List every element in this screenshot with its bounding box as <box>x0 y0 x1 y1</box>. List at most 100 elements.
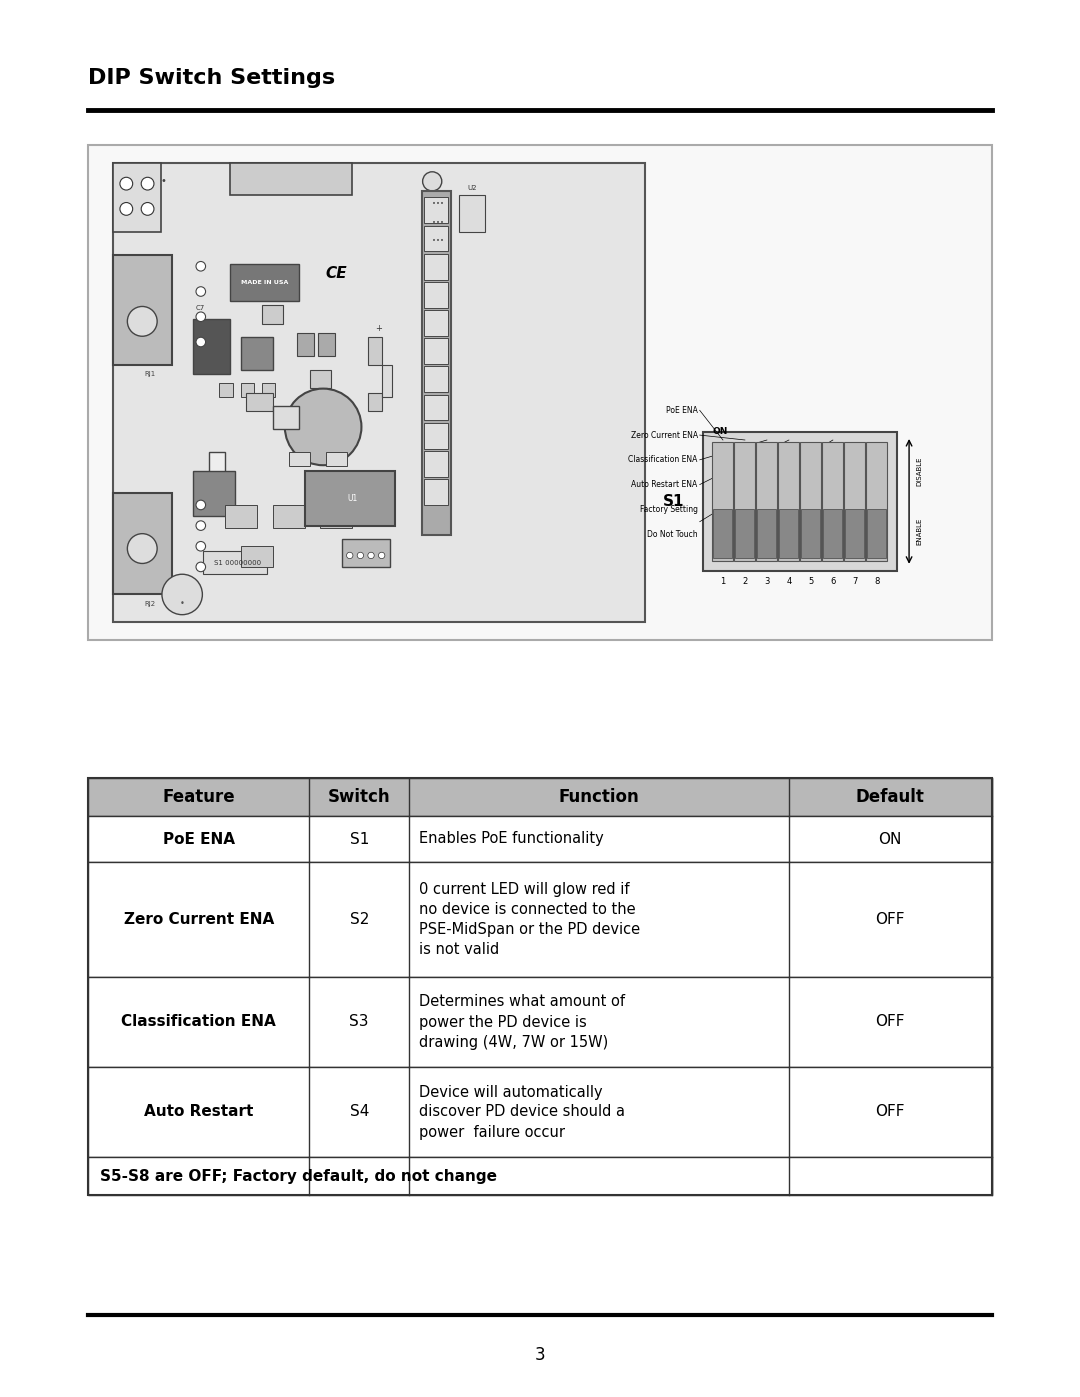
Circle shape <box>120 203 133 215</box>
Text: U1: U1 <box>348 493 357 503</box>
Circle shape <box>195 261 205 271</box>
Bar <box>203 550 267 574</box>
Bar <box>262 306 283 324</box>
Bar <box>368 338 381 365</box>
Circle shape <box>195 312 205 321</box>
Circle shape <box>195 542 205 550</box>
Circle shape <box>127 306 158 337</box>
Bar <box>87 1157 993 1194</box>
Bar <box>272 407 299 429</box>
Bar <box>713 441 733 560</box>
Text: S4: S4 <box>350 1105 369 1119</box>
Text: 6: 6 <box>831 577 836 585</box>
Text: no device is connected to the: no device is connected to the <box>419 902 635 916</box>
Text: DIP Switch Settings: DIP Switch Settings <box>87 68 335 88</box>
Text: PSE-MidSpan or the PD device: PSE-MidSpan or the PD device <box>419 922 640 937</box>
Text: 3: 3 <box>535 1345 545 1363</box>
Bar <box>113 493 172 595</box>
Text: S1: S1 <box>663 495 685 509</box>
Text: power the PD device is: power the PD device is <box>419 1014 586 1030</box>
Bar <box>421 190 450 535</box>
Text: MADE IN USA: MADE IN USA <box>241 279 288 285</box>
Text: Classification ENA: Classification ENA <box>629 455 698 464</box>
Text: Device will automatically: Device will automatically <box>419 1084 603 1099</box>
Bar <box>241 383 254 397</box>
Bar <box>800 441 822 560</box>
Text: OFF: OFF <box>876 912 905 928</box>
Circle shape <box>285 388 362 465</box>
Bar <box>424 254 448 279</box>
Bar <box>326 453 347 467</box>
Bar <box>424 394 448 420</box>
Bar <box>310 370 332 388</box>
Bar <box>424 479 448 504</box>
Text: •: • <box>161 176 166 186</box>
Text: Auto Restart: Auto Restart <box>144 1105 254 1119</box>
Bar <box>87 778 993 1194</box>
Text: Zero Current ENA: Zero Current ENA <box>123 912 274 928</box>
Bar <box>341 539 390 567</box>
Circle shape <box>195 337 205 346</box>
Text: is not valid: is not valid <box>419 942 499 957</box>
Text: S5-S8 are OFF; Factory default, do not change: S5-S8 are OFF; Factory default, do not c… <box>100 1168 497 1183</box>
Text: 8: 8 <box>874 577 879 585</box>
Text: drawing (4W, 7W or 15W): drawing (4W, 7W or 15W) <box>419 1035 608 1049</box>
Bar <box>262 383 275 397</box>
Bar <box>866 441 888 560</box>
Circle shape <box>195 286 205 296</box>
Bar <box>113 254 172 365</box>
Text: discover PD device should a: discover PD device should a <box>419 1105 625 1119</box>
Bar <box>845 441 865 560</box>
Circle shape <box>195 521 205 531</box>
Bar <box>424 225 448 251</box>
Bar <box>424 366 448 393</box>
Text: U2: U2 <box>468 184 477 190</box>
Text: Determines what amount of: Determines what amount of <box>419 995 625 1010</box>
Bar <box>734 441 755 560</box>
Circle shape <box>357 552 364 559</box>
Bar <box>756 441 778 560</box>
Bar <box>87 816 993 862</box>
Bar <box>381 365 392 397</box>
Text: S3: S3 <box>350 1014 369 1030</box>
Circle shape <box>195 562 205 571</box>
Bar <box>846 509 864 559</box>
Text: S1: S1 <box>350 831 369 847</box>
Text: 5: 5 <box>808 577 813 585</box>
Text: 4: 4 <box>786 577 792 585</box>
Bar <box>87 145 993 640</box>
Bar <box>272 504 305 528</box>
Text: Feature: Feature <box>162 788 235 806</box>
Circle shape <box>120 177 133 190</box>
Bar <box>230 163 352 196</box>
Bar <box>424 282 448 307</box>
Bar <box>424 423 448 448</box>
Text: power  failure occur: power failure occur <box>419 1125 565 1140</box>
Text: Factory Setting: Factory Setting <box>639 504 698 514</box>
Bar <box>113 163 645 622</box>
Bar <box>193 471 235 517</box>
Circle shape <box>378 552 384 559</box>
Bar <box>424 197 448 224</box>
Text: •: • <box>179 599 185 608</box>
Bar <box>87 977 993 1067</box>
Bar <box>87 778 993 816</box>
Text: Enables PoE functionality: Enables PoE functionality <box>419 831 604 847</box>
Bar <box>225 504 257 528</box>
Bar <box>87 862 993 977</box>
Text: Do Not Touch: Do Not Touch <box>647 529 698 539</box>
Bar <box>241 338 272 370</box>
Bar <box>801 509 821 559</box>
Text: •••: ••• <box>432 237 444 244</box>
Text: OFF: OFF <box>876 1105 905 1119</box>
Text: •••: ••• <box>432 201 444 207</box>
Text: ON: ON <box>879 831 902 847</box>
Text: RJ2: RJ2 <box>145 601 156 606</box>
Bar <box>241 546 272 567</box>
Text: Classification ENA: Classification ENA <box>121 1014 276 1030</box>
Bar <box>321 504 352 528</box>
Circle shape <box>347 552 353 559</box>
Bar <box>219 383 232 397</box>
Bar <box>318 332 335 356</box>
Circle shape <box>368 552 374 559</box>
